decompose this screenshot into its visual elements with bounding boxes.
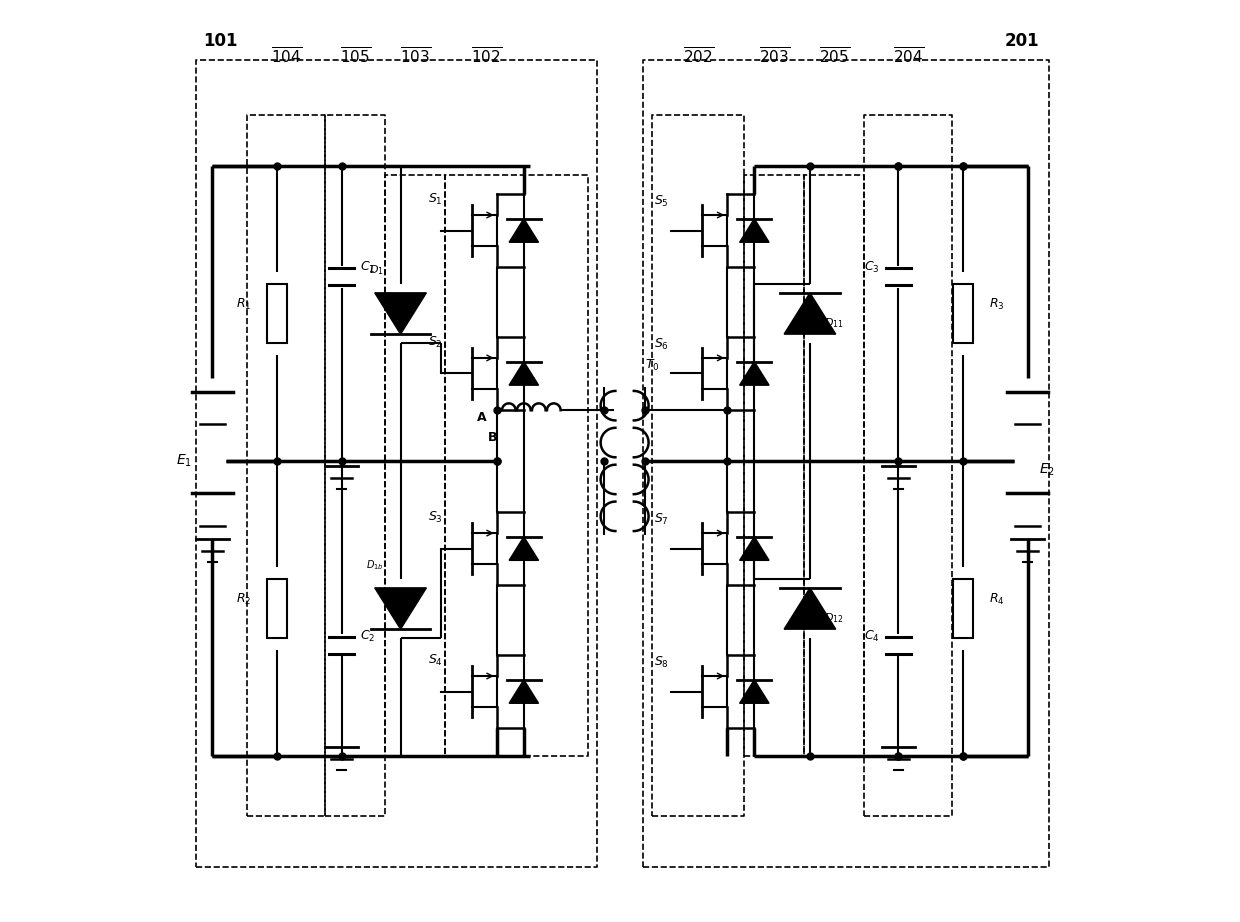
Text: $T_0$: $T_0$ — [645, 358, 660, 372]
Polygon shape — [510, 219, 538, 242]
Polygon shape — [739, 219, 769, 242]
Text: $S_1$: $S_1$ — [428, 192, 443, 207]
Text: $D_{12}$: $D_{12}$ — [823, 611, 843, 624]
Text: $\overline{204}$: $\overline{204}$ — [893, 46, 924, 66]
Text: $C_4$: $C_4$ — [864, 629, 880, 644]
Polygon shape — [374, 588, 427, 629]
Text: $L_1$: $L_1$ — [525, 372, 538, 387]
Text: $R_2$: $R_2$ — [236, 592, 252, 607]
Polygon shape — [739, 537, 769, 561]
Polygon shape — [374, 293, 427, 334]
Text: $\overline{104}$: $\overline{104}$ — [270, 46, 301, 66]
Bar — [952, 579, 973, 638]
Polygon shape — [739, 361, 769, 385]
Text: B: B — [487, 431, 497, 443]
Bar — [952, 284, 973, 344]
Text: $\overline{103}$: $\overline{103}$ — [399, 46, 430, 66]
Text: $C_2$: $C_2$ — [360, 629, 376, 644]
Text: $\overline{203}$: $\overline{203}$ — [759, 46, 790, 66]
Text: A: A — [476, 411, 486, 424]
Text: $C_3$: $C_3$ — [864, 260, 880, 275]
Text: $D_1$: $D_1$ — [370, 263, 384, 277]
Polygon shape — [510, 537, 538, 561]
Text: $S_7$: $S_7$ — [653, 513, 668, 527]
Text: $C_1$: $C_1$ — [360, 260, 376, 275]
Text: $E_2$: $E_2$ — [1039, 462, 1054, 479]
Text: $R_3$: $R_3$ — [988, 297, 1004, 312]
Polygon shape — [739, 680, 769, 703]
Text: $S_4$: $S_4$ — [428, 653, 443, 668]
Polygon shape — [784, 588, 836, 629]
Polygon shape — [510, 680, 538, 703]
Text: $R_4$: $R_4$ — [988, 592, 1004, 607]
Text: $\overline{202}$: $\overline{202}$ — [683, 46, 714, 66]
Text: 201: 201 — [1004, 32, 1039, 51]
Text: $D_{11}$: $D_{11}$ — [823, 316, 843, 329]
Text: 101: 101 — [203, 32, 238, 51]
Polygon shape — [510, 361, 538, 385]
Bar — [267, 579, 288, 638]
Text: $S_3$: $S_3$ — [428, 510, 443, 526]
Text: $S_6$: $S_6$ — [653, 337, 668, 352]
Text: $S_8$: $S_8$ — [653, 656, 668, 670]
Text: $\overline{102}$: $\overline{102}$ — [471, 46, 502, 66]
Text: $S_2$: $S_2$ — [428, 335, 443, 350]
Text: $D_{1b}$: $D_{1b}$ — [366, 558, 384, 572]
Bar — [267, 284, 288, 344]
Polygon shape — [784, 293, 836, 334]
Text: $S_5$: $S_5$ — [655, 195, 668, 209]
Text: $\overline{105}$: $\overline{105}$ — [340, 46, 371, 66]
Text: $R_1$: $R_1$ — [236, 297, 252, 312]
Text: $\overline{205}$: $\overline{205}$ — [820, 46, 851, 66]
Text: $E_1$: $E_1$ — [176, 453, 192, 469]
